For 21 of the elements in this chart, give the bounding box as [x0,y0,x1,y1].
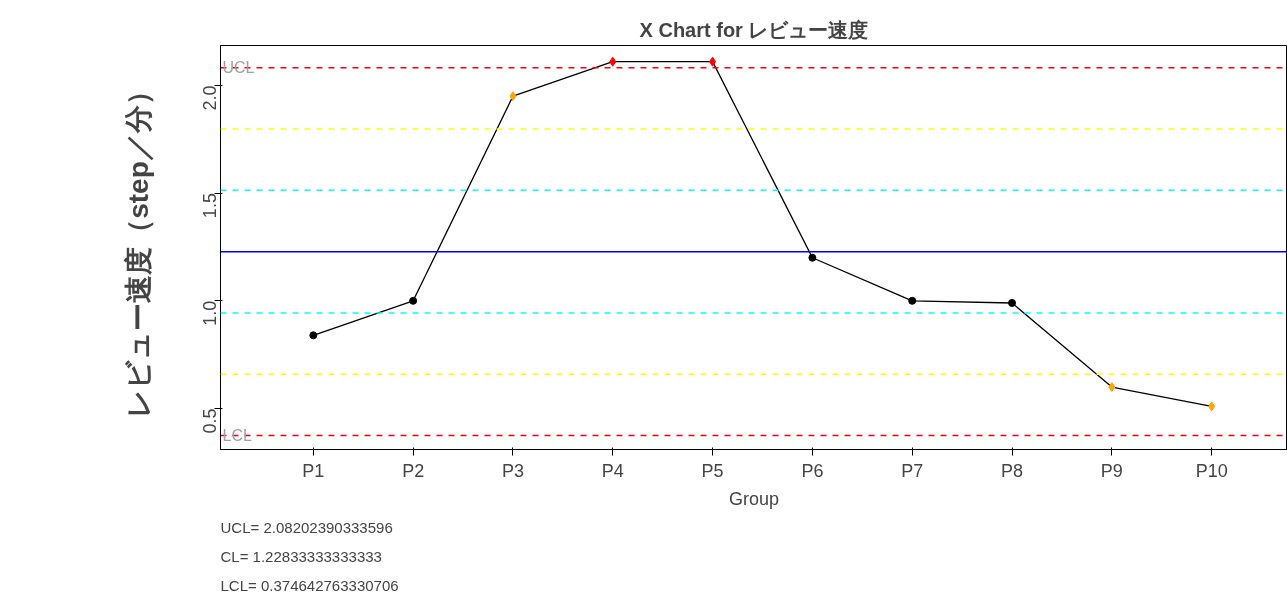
y-axis-title: レビュー速度（step／分） [122,77,154,418]
x-tick-label: P1 [302,460,325,481]
y-tick-label: 0.5 [200,408,220,434]
text: CL= 1.22833333333333 [220,547,382,565]
x-tick-label: P5 [701,460,724,481]
x-tick-label: P2 [402,460,425,481]
y-tick-label: 2.0 [200,85,220,111]
text: UCL= 2.08202390333596 [220,518,393,536]
x-axis-title: Group [728,488,780,509]
x-tick-label: P3 [501,460,524,481]
x-tick-label: P8 [1001,460,1024,481]
x-tick-label: P9 [1100,460,1123,481]
text: LCL= 0.374642763330706 [220,576,399,594]
x-tick-label: P10 [1195,460,1228,481]
x-tick-label: P6 [801,460,824,481]
y-tick-label: 1.0 [200,300,220,326]
x-tick-label: P4 [601,460,624,481]
chart-title: X Chart for レビュー速度 [639,18,869,41]
y-tick-label: 1.5 [200,193,220,219]
ref-line-label: UCL [222,59,255,77]
x-tick-label: P7 [901,460,924,481]
